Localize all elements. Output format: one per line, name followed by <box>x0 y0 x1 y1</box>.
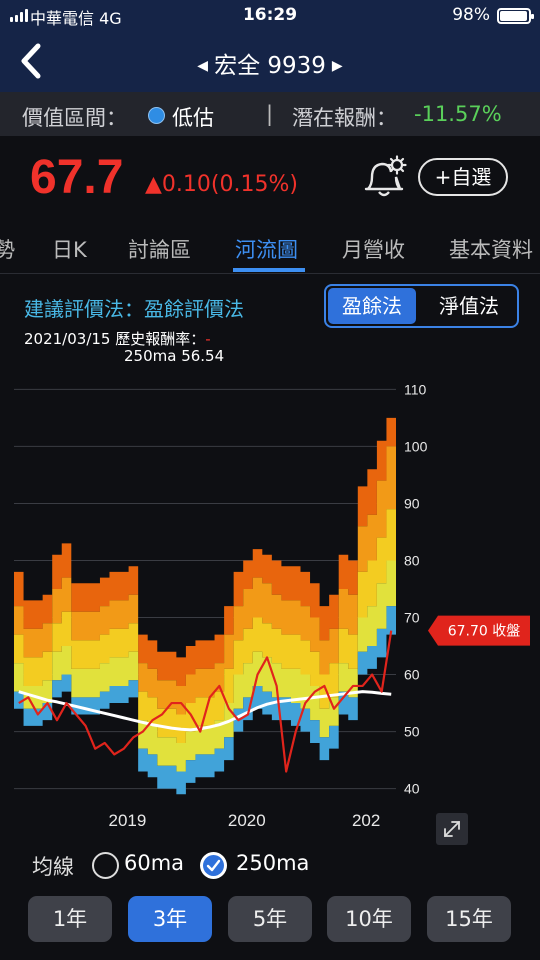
value-status-dot-icon <box>148 107 165 124</box>
battery-percent: 98% <box>452 5 490 25</box>
range-3y-button[interactable]: 3年 <box>128 896 212 942</box>
y-tick-label: 90 <box>404 495 420 511</box>
tab-bar: 勢 日K 討論區 河流圖 月營收 基本資料 <box>0 222 540 274</box>
range-15y-button[interactable]: 15年 <box>427 896 511 942</box>
y-tick-label: 60 <box>404 667 420 683</box>
value-range-value: 低估 <box>172 106 214 130</box>
carrier-label: 中華電信 4G <box>30 9 122 28</box>
battery-icon <box>497 8 534 24</box>
book-value-method-button[interactable]: 淨值法 <box>439 294 499 318</box>
active-tab-indicator <box>233 268 305 272</box>
tab-daily-k[interactable]: 日K <box>52 238 87 262</box>
signal-icon <box>10 9 28 22</box>
valuation-method-toggle: 盈餘法 淨值法 <box>324 284 519 328</box>
x-tick-label: 2020 <box>228 811 266 830</box>
stock-title: 宏全 9939 <box>214 53 326 79</box>
y-tick-label: 40 <box>404 781 420 797</box>
price-alert-bell-icon[interactable] <box>360 155 408 199</box>
x-tick-label: 202 <box>352 811 380 830</box>
y-tick-label: 80 <box>404 552 420 568</box>
add-watchlist-button[interactable]: +自選 <box>418 158 508 196</box>
valuation-bar: 價值區間： 低估 | 潛在報酬： -11.57% <box>0 92 540 136</box>
river-band-1 <box>14 606 396 795</box>
chart-date-label: 2021/03/15 歷史報酬率： <box>24 330 206 348</box>
potential-return-value: -11.57% <box>414 102 502 126</box>
ma-label: 均線 <box>32 855 74 879</box>
ma-value-label: 250ma 56.54 <box>124 347 225 365</box>
range-1y-button[interactable]: 1年 <box>28 896 112 942</box>
historical-return-value: - <box>205 330 211 348</box>
range-10y-button[interactable]: 10年 <box>327 896 411 942</box>
river-chart[interactable]: 110 100 90 80 70 60 50 40 2019 2020 202 67.70 收盤 <box>0 370 540 840</box>
status-bar: 中華電信 4G 16:29 98% <box>0 0 540 32</box>
ma60-option-label[interactable]: 60ma <box>124 851 185 875</box>
stock-price: 67.7 <box>30 151 124 204</box>
expand-chart-icon[interactable] <box>436 813 468 845</box>
range-selector: 1年 3年 5年 10年 15年 <box>0 896 540 942</box>
range-5y-button[interactable]: 5年 <box>228 896 312 942</box>
back-arrow-icon[interactable] <box>12 40 52 82</box>
ma60-radio[interactable] <box>92 852 119 879</box>
valuation-method-label: 建議評價法：盈餘評價法 <box>24 297 244 321</box>
previous-stock-icon[interactable]: ◀ <box>197 58 209 74</box>
earnings-method-button[interactable]: 盈餘法 <box>328 288 416 324</box>
ma250-radio-checked-icon[interactable] <box>200 852 227 879</box>
tab-trend[interactable]: 勢 <box>0 234 15 264</box>
value-range-label: 價值區間： <box>22 106 127 130</box>
y-tick-label: 70 <box>404 610 420 626</box>
potential-return-label: 潛在報酬： <box>292 106 397 130</box>
clock: 16:29 <box>242 5 298 25</box>
next-stock-icon[interactable]: ▶ <box>331 58 343 74</box>
y-tick-label: 100 <box>404 438 428 454</box>
close-price-tag <box>428 615 530 646</box>
chart-date-info: 2021/03/15 歷史報酬率：- <box>24 328 211 349</box>
tab-river-chart[interactable]: 河流圖 <box>235 238 298 262</box>
x-tick-label: 2019 <box>108 811 146 830</box>
y-tick-label: 110 <box>404 381 427 397</box>
close-price-tag-label: 67.70 收盤 <box>448 624 521 640</box>
divider: | <box>266 102 274 126</box>
navigation-bar: ◀ 宏全 9939 ▶ <box>0 32 540 92</box>
ma250-option-label[interactable]: 250ma <box>236 851 310 875</box>
tab-discussion[interactable]: 討論區 <box>128 238 191 262</box>
price-change: ▲0.10(0.15%) <box>145 172 298 197</box>
y-tick-label: 50 <box>404 724 420 740</box>
stock-title-group: ◀ 宏全 9939 ▶ <box>0 46 540 80</box>
tab-monthly-revenue[interactable]: 月營收 <box>342 238 405 262</box>
tab-fundamentals[interactable]: 基本資料 <box>449 238 533 262</box>
price-line <box>18 630 393 773</box>
